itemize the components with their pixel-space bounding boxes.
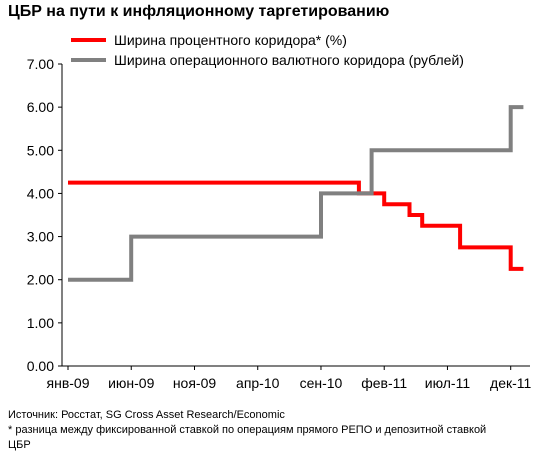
legend-label-1: Ширина процентного коридора* (%): [114, 32, 347, 48]
footnote-line-1: * разница между фиксированной ставкой по…: [8, 424, 487, 436]
y-tick-label: 3.00: [27, 229, 54, 245]
x-tick-label: дек-11: [490, 375, 531, 391]
legend-label-2: Ширина операционного валютного коридора …: [114, 52, 464, 68]
series-line-2: [68, 105, 524, 282]
chart-footer: Источник: Росстат, SG Cross Asset Resear…: [8, 408, 536, 453]
x-tick-label: ноя-09: [173, 375, 217, 391]
y-tick-label: 2.00: [27, 272, 54, 288]
footnote-line-2: ЦБР: [8, 439, 31, 451]
x-tick-label: фев-11: [361, 375, 407, 391]
y-tick-label: 0.00: [27, 358, 54, 374]
x-tick-label: июл-11: [425, 375, 471, 391]
x-tick-label: июн-09: [108, 375, 155, 391]
y-tick-label: 6.00: [27, 99, 54, 115]
line-chart: 0.00 1.00 2.00 3.00 4.00 5.00 6.00 7.00 янв-09 ию…: [27, 32, 532, 391]
x-tick-label: янв-09: [47, 375, 90, 391]
y-tick-label: 4.00: [27, 185, 54, 201]
y-tick-label: 1.00: [27, 315, 54, 331]
x-tick-label: сен-10: [300, 375, 343, 391]
chart-title: ЦБР на пути к инфляционному таргетирован…: [8, 3, 390, 20]
y-tick-label: 7.00: [27, 56, 54, 72]
series-line-1: [68, 180, 524, 271]
y-tick-label: 5.00: [27, 142, 54, 158]
x-tick-label: апр-10: [236, 375, 280, 391]
chart-area: 0.00 1.00 2.00 3.00 4.00 5.00 6.00 7.00 янв-09 ию…: [0, 28, 543, 400]
source-note: Источник: Росстат, SG Cross Asset Resear…: [8, 409, 285, 421]
